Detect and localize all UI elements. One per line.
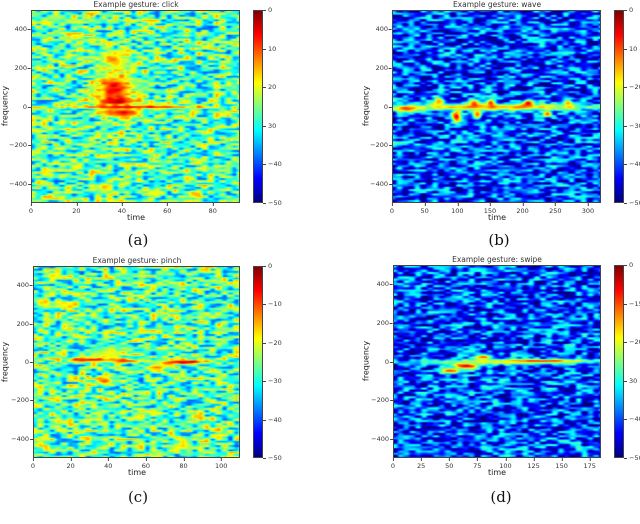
spectrogram-plot (392, 10, 601, 203)
spectrogram-canvas (393, 11, 600, 202)
y-tick-label: 200 (376, 64, 393, 72)
subfigure-caption: (d) (490, 488, 512, 506)
colorbar-tick-label: −40 (263, 160, 282, 168)
colorbar-tick-label: −40 (624, 415, 640, 423)
chart-title: Example gesture: swipe (452, 255, 542, 264)
x-tick-label: 100 (451, 203, 464, 215)
colorbar (253, 266, 263, 458)
y-tick-label: 400 (376, 25, 393, 33)
x-tick-label: 20 (66, 458, 75, 470)
x-tick-label: 250 (549, 203, 561, 215)
y-tick-label: −200 (11, 396, 33, 404)
colorbar-tick-label: 0 (263, 6, 272, 14)
colorbar-tick-label: −30 (263, 377, 282, 385)
x-tick-label: 0 (391, 458, 395, 470)
subfigure-caption: (b) (488, 231, 510, 249)
y-tick-label: −200 (370, 141, 392, 149)
colorbar-tick-label: 0 (624, 261, 633, 269)
colorbar-tick-label: −15 (624, 300, 640, 308)
spectrogram-plot (31, 10, 240, 203)
y-tick-label: −200 (371, 396, 393, 404)
colorbar-tick-label: −20 (624, 338, 640, 346)
colorbar-tick-label: −30 (624, 122, 640, 130)
y-tick-label: 200 (377, 319, 394, 327)
y-tick-label: 0 (25, 358, 34, 366)
chart-title: Example gesture: wave (452, 0, 542, 9)
y-tick-label: 0 (385, 358, 394, 366)
y-tick-label: 0 (384, 103, 393, 111)
colorbar-tick-label: −40 (624, 160, 640, 168)
x-tick-label: 0 (29, 203, 33, 215)
colorbar (614, 10, 624, 203)
x-tick-label: 100 (215, 458, 227, 470)
x-axis-label: time (487, 213, 507, 222)
colorbar-tick-label: 10 (263, 45, 276, 53)
spectrogram-canvas (32, 11, 239, 202)
x-tick-label: 175 (584, 458, 596, 470)
colorbar-tick-label: −20 (624, 83, 640, 91)
colorbar-tick-label: −20 (263, 339, 282, 347)
y-tick-label: 400 (377, 280, 394, 288)
x-tick-label: 50 (421, 203, 429, 215)
y-axis-label: frequency (0, 341, 10, 383)
x-tick-label: 20 (72, 203, 81, 215)
colorbar-tick-label: 0 (624, 6, 633, 14)
y-tick-label: −400 (370, 180, 392, 188)
x-tick-label: 200 (516, 203, 529, 215)
colorbar (253, 10, 263, 203)
x-tick-label: 60 (142, 458, 150, 470)
y-axis-label: frequency (361, 85, 371, 127)
x-tick-label: 125 (527, 458, 540, 470)
colorbar-tick-label: −50 (263, 199, 282, 207)
spectrogram-canvas (34, 267, 239, 457)
x-tick-label: 80 (179, 458, 188, 470)
x-tick-label: 0 (390, 203, 394, 215)
colorbar-tick-label: −50 (624, 199, 640, 207)
colorbar-tick-label: 10 (624, 45, 637, 53)
x-tick-label: 100 (499, 458, 512, 470)
colorbar-tick-label: −10 (263, 300, 282, 308)
chart-title: Example gesture: pinch (92, 256, 182, 265)
x-tick-label: 25 (417, 458, 425, 470)
x-tick-label: 150 (555, 458, 568, 470)
x-tick-label: 60 (163, 203, 171, 215)
colorbar (614, 265, 624, 458)
colorbar-tick-label: 0 (263, 262, 272, 270)
colorbar-tick-label: −50 (624, 454, 640, 462)
colorbar-tick-label: 30 (263, 122, 276, 130)
x-tick-label: 80 (209, 203, 217, 215)
y-tick-label: −200 (9, 141, 31, 149)
x-tick-label: 40 (118, 203, 126, 215)
x-axis-label: time (487, 468, 507, 477)
spectrogram-canvas (394, 266, 600, 457)
y-axis-label: frequency (361, 340, 371, 382)
y-tick-label: −400 (9, 180, 31, 188)
x-tick-label: 0 (31, 458, 35, 470)
x-axis-label: time (126, 213, 146, 222)
y-tick-label: 400 (17, 281, 34, 289)
x-axis-label: time (127, 468, 147, 477)
x-tick-label: 150 (484, 203, 496, 215)
chart-title: Example gesture: click (93, 0, 179, 9)
colorbar-tick-label: 30 (624, 377, 637, 385)
x-tick-label: 40 (104, 458, 112, 470)
x-tick-label: 50 (445, 458, 453, 470)
subfigure-caption: (c) (127, 488, 149, 506)
colorbar-tick-label: 20 (263, 83, 276, 91)
y-tick-label: 400 (15, 25, 32, 33)
y-tick-label: −400 (11, 435, 33, 443)
colorbar-tick-label: −40 (263, 416, 282, 424)
spectrogram-plot (33, 266, 240, 458)
y-tick-label: −400 (371, 435, 393, 443)
y-axis-label: frequency (0, 85, 10, 127)
spectrogram-plot (393, 265, 601, 458)
subfigure-caption: (a) (127, 231, 149, 249)
x-tick-label: 75 (473, 458, 481, 470)
colorbar-tick-label: −50 (263, 454, 282, 462)
y-tick-label: 200 (17, 320, 34, 328)
x-tick-label: 300 (582, 203, 594, 215)
y-tick-label: 0 (23, 103, 32, 111)
y-tick-label: 200 (15, 64, 32, 72)
